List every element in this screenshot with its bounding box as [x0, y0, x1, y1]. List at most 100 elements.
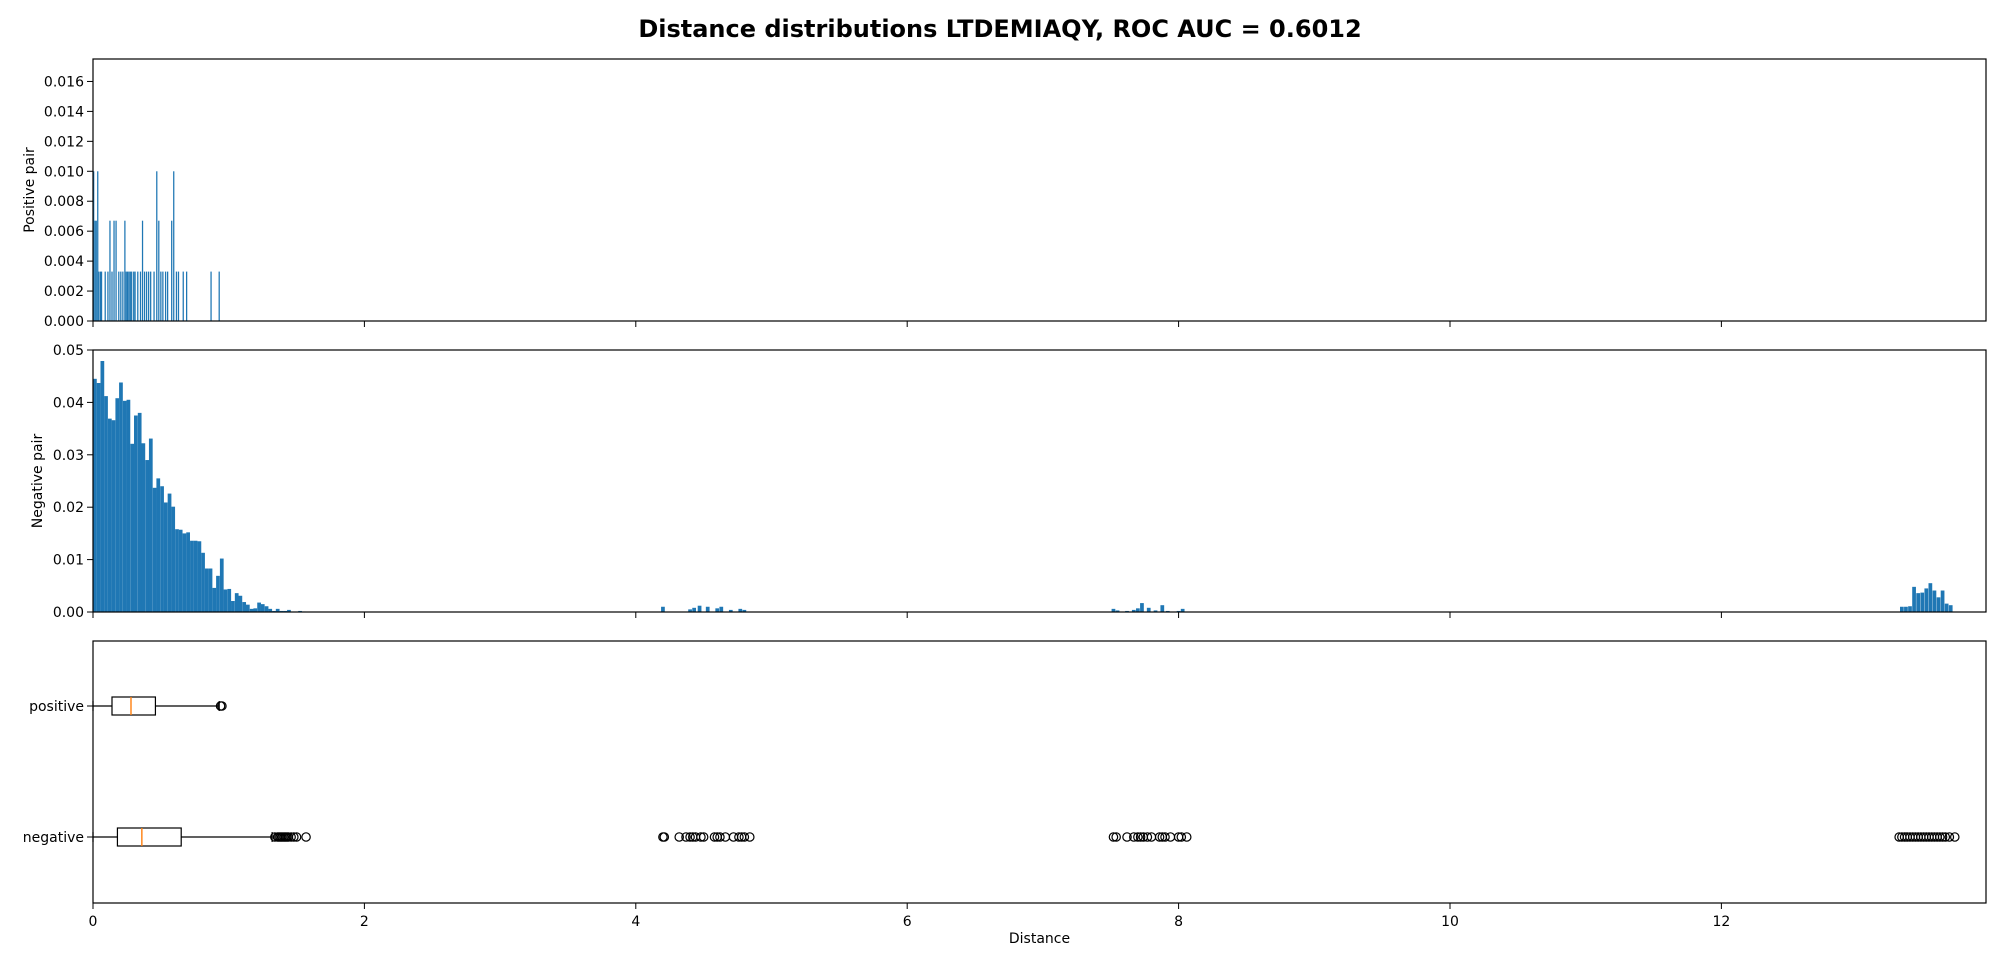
y-tick-label: 0.004: [44, 254, 84, 270]
histogram-bar: [216, 575, 220, 612]
histogram-bar: [661, 606, 665, 612]
histogram-bar: [1908, 606, 1912, 612]
histogram-bar: [171, 220, 173, 321]
outlier-point: [301, 832, 311, 842]
histogram-bar: [119, 382, 123, 612]
histogram-bar: [126, 399, 131, 612]
y-tick-label: 0.014: [44, 104, 84, 120]
histogram-bar: [738, 608, 743, 612]
outlier-point: [674, 832, 685, 842]
outlier-point: [709, 832, 720, 842]
histogram-bar: [115, 220, 117, 321]
histogram-bar: [96, 383, 101, 612]
outlier-point: [1937, 832, 1948, 842]
histogram-bar: [1180, 608, 1185, 612]
histogram-bar: [1912, 586, 1916, 612]
histogram-bar: [742, 609, 747, 612]
histogram-bar: [97, 171, 99, 321]
outlier-point: [698, 832, 709, 842]
boxplot-panel: positive negative 0 2 4 6 8 10 12 Distance: [23, 640, 1987, 947]
histogram-bar: [1916, 593, 1921, 612]
histogram-bar: [122, 400, 127, 612]
outlier-point: [696, 832, 706, 842]
y-tick-label: 0.04: [53, 395, 84, 411]
outlier-point: [1135, 832, 1146, 842]
histogram-bar: [705, 606, 710, 612]
histogram-bar: [115, 398, 120, 612]
histogram-bar: [134, 271, 136, 321]
histogram-bar: [148, 438, 153, 612]
x-tick-label: 12: [1712, 914, 1730, 930]
y-tick-label: 0.006: [44, 224, 84, 240]
y-tick-label: 0.00: [53, 605, 84, 621]
histogram-bar: [264, 606, 269, 612]
histogram-bar: [164, 271, 167, 321]
histogram-bar: [131, 271, 133, 321]
histogram-bar: [234, 593, 239, 612]
histogram-bar: [210, 271, 212, 321]
histogram-bar: [719, 606, 724, 612]
histogram-bar: [100, 271, 103, 321]
histogram-bar: [245, 604, 250, 612]
outlier-point: [217, 701, 227, 711]
histogram-bar: [163, 502, 168, 612]
outlier-point: [1949, 832, 1960, 842]
histogram-bar: [1904, 606, 1908, 612]
histogram-bar: [1160, 605, 1165, 612]
x-tick-label: 6: [903, 914, 912, 930]
histogram-bar: [94, 220, 96, 321]
histogram-bar: [100, 361, 105, 612]
histogram-bar: [175, 271, 178, 321]
x-tick-label: 4: [631, 914, 640, 930]
histogram-bar: [158, 220, 160, 321]
histogram-bar: [139, 271, 142, 321]
histogram-bar: [141, 443, 146, 612]
histogram-bar: [129, 271, 131, 321]
histogram-bar: [190, 540, 194, 612]
histogram-bar: [128, 271, 130, 321]
outlier-point: [289, 832, 299, 842]
histogram-bar: [134, 415, 138, 612]
outlier-point: [681, 832, 691, 842]
outlier-point: [1142, 832, 1153, 842]
histogram-bar: [173, 171, 175, 321]
histogram-bar: [197, 541, 202, 612]
outlier-point: [1944, 832, 1955, 842]
histogram-bar: [1111, 608, 1116, 612]
histogram-bar: [98, 271, 100, 321]
histogram-bar: [150, 271, 152, 321]
outlier-point: [659, 832, 670, 842]
category-label: negative: [23, 830, 84, 846]
histogram-bar: [178, 529, 183, 612]
axes-frame: [92, 58, 1987, 322]
histogram-bar: [99, 271, 102, 321]
outlier-point: [744, 832, 755, 842]
histogram-bar: [1900, 606, 1904, 612]
positive-histogram-panel: 0.000 0.002 0.004 0.006 0.008 0.010 0.012 0.014…: [22, 58, 1987, 330]
histogram-bar: [728, 609, 733, 612]
histogram-bar: [223, 589, 228, 612]
outlier-point: [715, 832, 725, 842]
histogram-bar: [212, 587, 217, 612]
histogram-bar: [167, 271, 169, 321]
histogram-bar: [208, 568, 213, 612]
chart-title: Distance distributions LTDEMIAQY, ROC AU…: [638, 15, 1361, 43]
histogram-bar: [260, 604, 265, 612]
histogram-bar: [227, 588, 232, 612]
histogram-bar: [113, 220, 115, 321]
histogram-bar: [1936, 597, 1941, 612]
histogram-bar: [120, 271, 122, 321]
histogram-bar: [118, 271, 120, 321]
histogram-bar: [238, 595, 243, 612]
outlier-point: [739, 832, 750, 842]
histogram-bar: [697, 605, 702, 612]
histogram-bar: [145, 271, 148, 321]
axes-frame: [92, 349, 1987, 613]
histogram-bar: [153, 271, 155, 321]
histogram-bar: [156, 478, 161, 612]
histogram-bar: [162, 271, 164, 321]
outlier-point: [1108, 832, 1119, 842]
histogram-bar: [231, 601, 235, 612]
outlier-point: [1165, 832, 1176, 842]
